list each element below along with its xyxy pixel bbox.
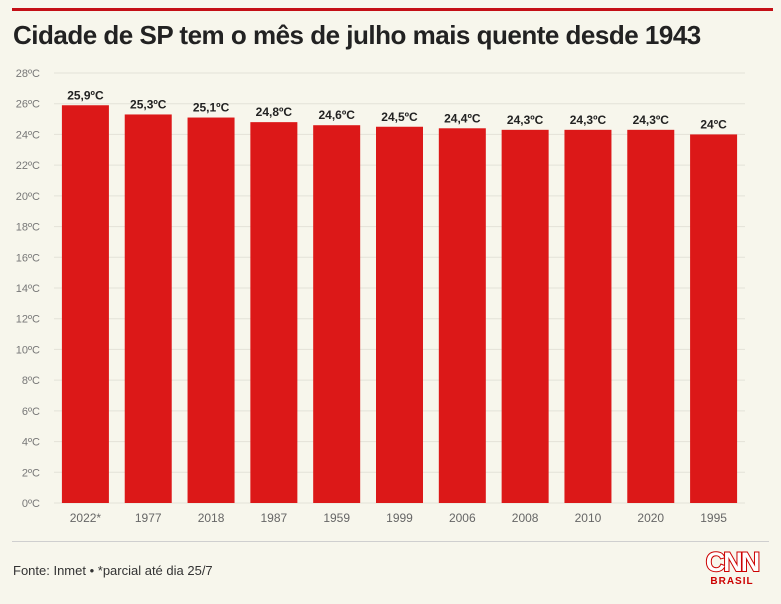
bar [438, 128, 486, 503]
source-note: Fonte: Inmet • *parcial até dia 25/7 [13, 563, 213, 578]
bar [124, 114, 172, 503]
x-tick-label: 1959 [323, 511, 350, 525]
bar [313, 125, 361, 503]
bar [376, 126, 423, 503]
y-tick-label: 10ºC [16, 344, 40, 356]
data-label: 24ºC [700, 117, 727, 131]
cnn-brasil-logo: CNN BRASIL [703, 547, 762, 591]
x-tick-label: 2010 [575, 511, 602, 525]
data-label: 25,9ºC [67, 88, 104, 102]
bar [564, 129, 612, 504]
bar [250, 122, 298, 503]
y-tick-label: 2ºC [22, 467, 40, 479]
logo-subtitle: BRASIL [710, 576, 754, 587]
x-tick-label: 2022* [70, 511, 102, 525]
x-tick-label: 1999 [386, 511, 413, 525]
bar [187, 117, 235, 504]
data-label: 24,4ºC [444, 111, 481, 125]
y-tick-label: 26ºC [16, 99, 40, 111]
y-tick-label: 20ºC [16, 191, 40, 203]
data-label: 25,1ºC [193, 101, 230, 115]
logo-wordmark: CNN [705, 547, 762, 577]
y-tick-label: 0ºC [22, 498, 40, 510]
y-tick-label: 4ºC [22, 437, 40, 449]
data-label: 24,3ºC [570, 113, 607, 127]
y-tick-label: 6ºC [22, 406, 40, 418]
y-tick-label: 12ºC [16, 314, 40, 326]
bar [690, 134, 738, 503]
x-tick-label: 2020 [637, 511, 664, 525]
y-tick-label: 18ºC [16, 222, 40, 234]
x-tick-label: 1995 [700, 511, 727, 525]
data-label: 24,6ºC [318, 108, 355, 122]
y-tick-label: 14ºC [16, 283, 40, 295]
y-tick-label: 24ºC [16, 129, 40, 141]
bar-chart: 0ºC 2ºC 4ºC 6ºC 8ºC 10ºC 12ºC 14ºC 16ºC 18ºC 20ºC 2… [16, 68, 745, 525]
bar [501, 129, 549, 504]
data-label: 24,5ºC [381, 110, 418, 124]
bar [61, 105, 109, 503]
y-tick-label: 22ºC [16, 160, 40, 172]
x-tick-label: 2008 [512, 511, 539, 525]
footer-divider [12, 541, 769, 542]
x-tick-label: 2006 [449, 511, 476, 525]
chart-title: Cidade de SP tem o mês de julho mais que… [13, 20, 701, 50]
data-label: 24,3ºC [507, 113, 544, 127]
x-tick-label: 2018 [198, 511, 225, 525]
data-label: 25,3ºC [130, 97, 167, 111]
y-tick-label: 28ºC [16, 68, 40, 80]
x-tick-label: 1987 [261, 511, 288, 525]
bar [627, 129, 675, 504]
data-label: 24,8ºC [256, 105, 293, 119]
x-tick-label: 1977 [135, 511, 162, 525]
y-tick-label: 8ºC [22, 375, 40, 387]
title-rule [12, 8, 773, 11]
y-tick-label: 16ºC [16, 252, 40, 264]
data-label: 24,3ºC [633, 113, 670, 127]
